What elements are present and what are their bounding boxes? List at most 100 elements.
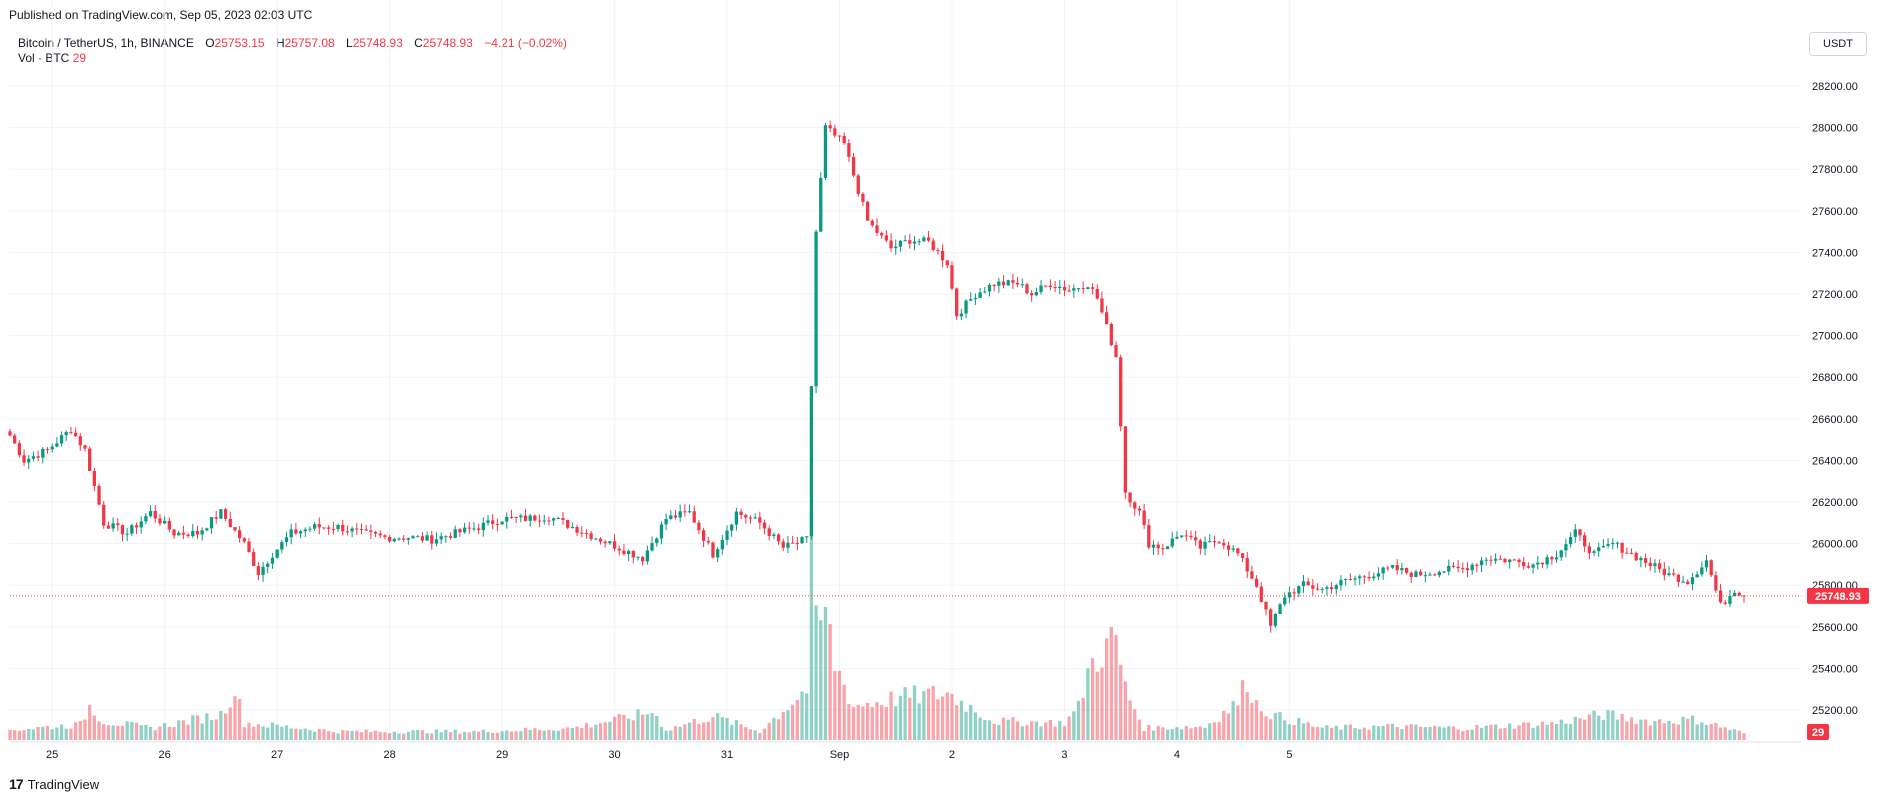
volume-bar [1611,710,1615,740]
candle-body [78,436,82,446]
candle-body [926,237,931,241]
volume-bar [181,720,186,740]
candle-body [964,300,968,314]
candle-body [1522,561,1526,567]
candle-body [1437,571,1442,576]
symbol-title[interactable]: Bitcoin / TetherUS, 1h, BINANCE [18,36,194,50]
volume-bar [973,712,978,740]
volume-bar [125,721,129,740]
volume-bar [514,731,518,740]
volume-bar [1447,726,1451,740]
candle-body [1123,426,1128,493]
volume-bar [528,730,532,740]
volume-bar [551,730,556,740]
candle-body [1104,312,1109,324]
volume-bar [711,717,715,740]
volume-bars [8,512,1746,740]
y-tick-label: 27000.00 [1812,331,1858,343]
candle-body [186,534,190,537]
candle-body [1625,552,1629,554]
candle-body [1203,541,1207,549]
volume-bar [847,703,851,740]
candle-body [776,534,781,542]
volume-bar [687,722,692,740]
time-axis[interactable]: 25 26 27 28 29 30 31 Sep 2 3 4 5 [46,749,1292,761]
candle-body [851,156,856,176]
volume-bar [781,712,785,740]
candle-body [55,443,59,447]
volume-bar [256,724,261,740]
volume-bar [294,728,298,740]
volume-bar [1076,700,1081,740]
volume-bar [1058,720,1062,740]
footer-brand[interactable]: 17 TradingView [9,776,99,792]
y-tick-label: 26400.00 [1812,455,1858,467]
candle-body [1512,559,1517,561]
price-axis[interactable]: 25200.0025400.0025600.0025800.0026000.00… [1812,81,1858,717]
volume-bar [266,727,270,740]
volume-bar [673,725,678,740]
volume-bar [55,727,59,740]
volume-bar [214,719,218,740]
volume-value: 29 [72,51,87,65]
volume-bar [828,624,832,740]
volume-bar [1503,728,1507,740]
candle-body [341,524,345,532]
candle-body [1493,558,1498,561]
volume-bar [912,685,917,740]
volume-bar [936,699,940,740]
volume-bar [1414,724,1418,740]
candle-body [1044,285,1048,287]
volume-bar [1404,725,1409,740]
candle-body [392,538,396,542]
candle-body [467,527,471,529]
candle-body [1358,576,1362,579]
volume-bar [898,695,903,740]
volume-bar [1067,716,1071,740]
volume-bar [1400,729,1404,740]
published-caption: Published on TradingView.com, Sep 05, 20… [9,8,313,22]
volume-bar [1470,729,1474,740]
candle-body [1728,596,1732,604]
candle-body [1447,565,1451,572]
volume-bar [1606,710,1610,740]
candle-body [551,518,556,521]
candle-body [912,241,917,244]
volume-bar [631,720,635,740]
candle-body [1175,536,1179,539]
volume-bar [430,733,434,740]
candle-body [163,520,167,524]
change-value: −4.21 (−0.02%) [484,36,567,50]
volume-bar [505,730,509,740]
candle-body [762,522,767,529]
volume-bar [730,724,734,740]
volume-bar [950,693,954,740]
volume-bar [1597,715,1601,740]
candle-body [865,201,870,221]
candle-body [931,240,935,251]
candle-body [1479,560,1484,566]
candle-body [678,511,682,518]
volume-bar [1292,725,1296,740]
candle-body [955,288,959,317]
volume-bar [331,732,336,740]
volume-bar [8,729,12,740]
candle-body [594,538,598,540]
volume-bar [1578,718,1582,740]
candle-body [214,517,218,519]
currency-button[interactable]: USDT [1809,32,1867,56]
candle-body [1184,535,1188,537]
candle-body [701,530,706,541]
volume-bar [1325,725,1329,740]
candle-body [1531,564,1535,568]
close-value: 25748.93 [422,36,473,50]
volume-bar [261,726,265,740]
candle-body [1254,578,1259,587]
volume-bar [45,726,50,740]
candle-body [1006,280,1010,286]
candle-body [228,518,232,528]
volume-label[interactable]: Vol · BTC [18,51,70,65]
volume-bar [1161,727,1165,740]
candle-body [237,530,242,539]
